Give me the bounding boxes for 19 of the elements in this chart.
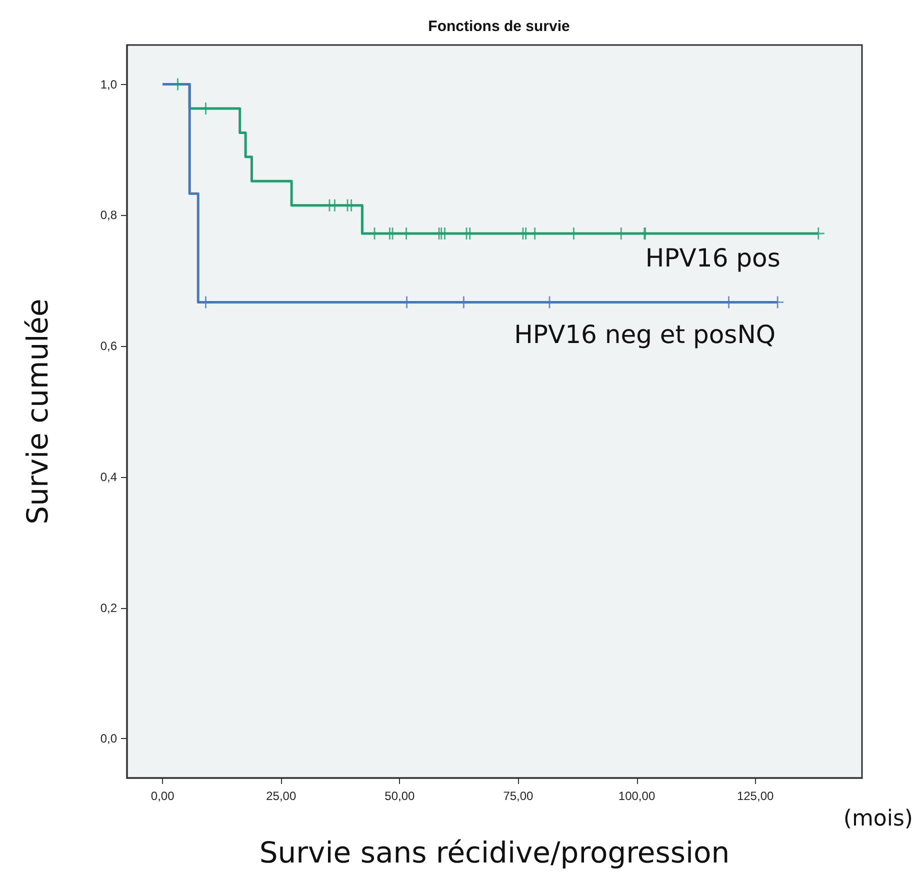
x-tick-label: 0,00 bbox=[150, 789, 175, 803]
x-tick-label: 75,00 bbox=[503, 789, 534, 803]
series-label: HPV16 pos bbox=[645, 243, 780, 272]
chart-title: Fonctions de survie bbox=[428, 18, 570, 35]
x-tick-label: 100,00 bbox=[618, 789, 656, 803]
x-tick-label: 125,00 bbox=[736, 789, 774, 803]
y-tick-label: 0,6 bbox=[100, 339, 118, 354]
x-tick-label: 50,00 bbox=[384, 789, 415, 803]
y-tick-label: 1,0 bbox=[100, 77, 118, 92]
text: (mois) bbox=[843, 806, 914, 832]
y-tick-label: 0,8 bbox=[100, 208, 118, 222]
series-label: HPV16 neg et posNQ bbox=[514, 320, 776, 350]
y-tick-label: 0,0 bbox=[100, 732, 118, 746]
x-tick-label: 25,00 bbox=[266, 789, 296, 803]
y-tick-label: 0,2 bbox=[100, 600, 118, 615]
point bbox=[172, 78, 184, 90]
x-axis-title: Survie sans récidive/progression bbox=[259, 836, 730, 870]
y-tick-label: 0,4 bbox=[100, 470, 118, 484]
y-axis-title: Survie cumulée bbox=[20, 298, 54, 524]
